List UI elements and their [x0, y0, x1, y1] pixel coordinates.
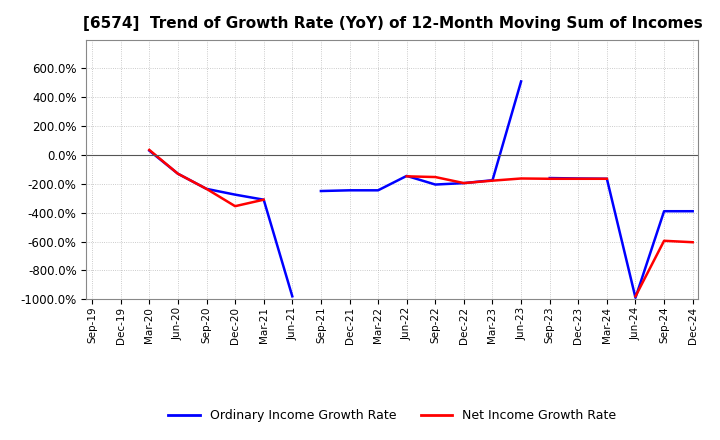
Legend: Ordinary Income Growth Rate, Net Income Growth Rate: Ordinary Income Growth Rate, Net Income …	[163, 404, 621, 427]
Title: [6574]  Trend of Growth Rate (YoY) of 12-Month Moving Sum of Incomes: [6574] Trend of Growth Rate (YoY) of 12-…	[83, 16, 702, 32]
